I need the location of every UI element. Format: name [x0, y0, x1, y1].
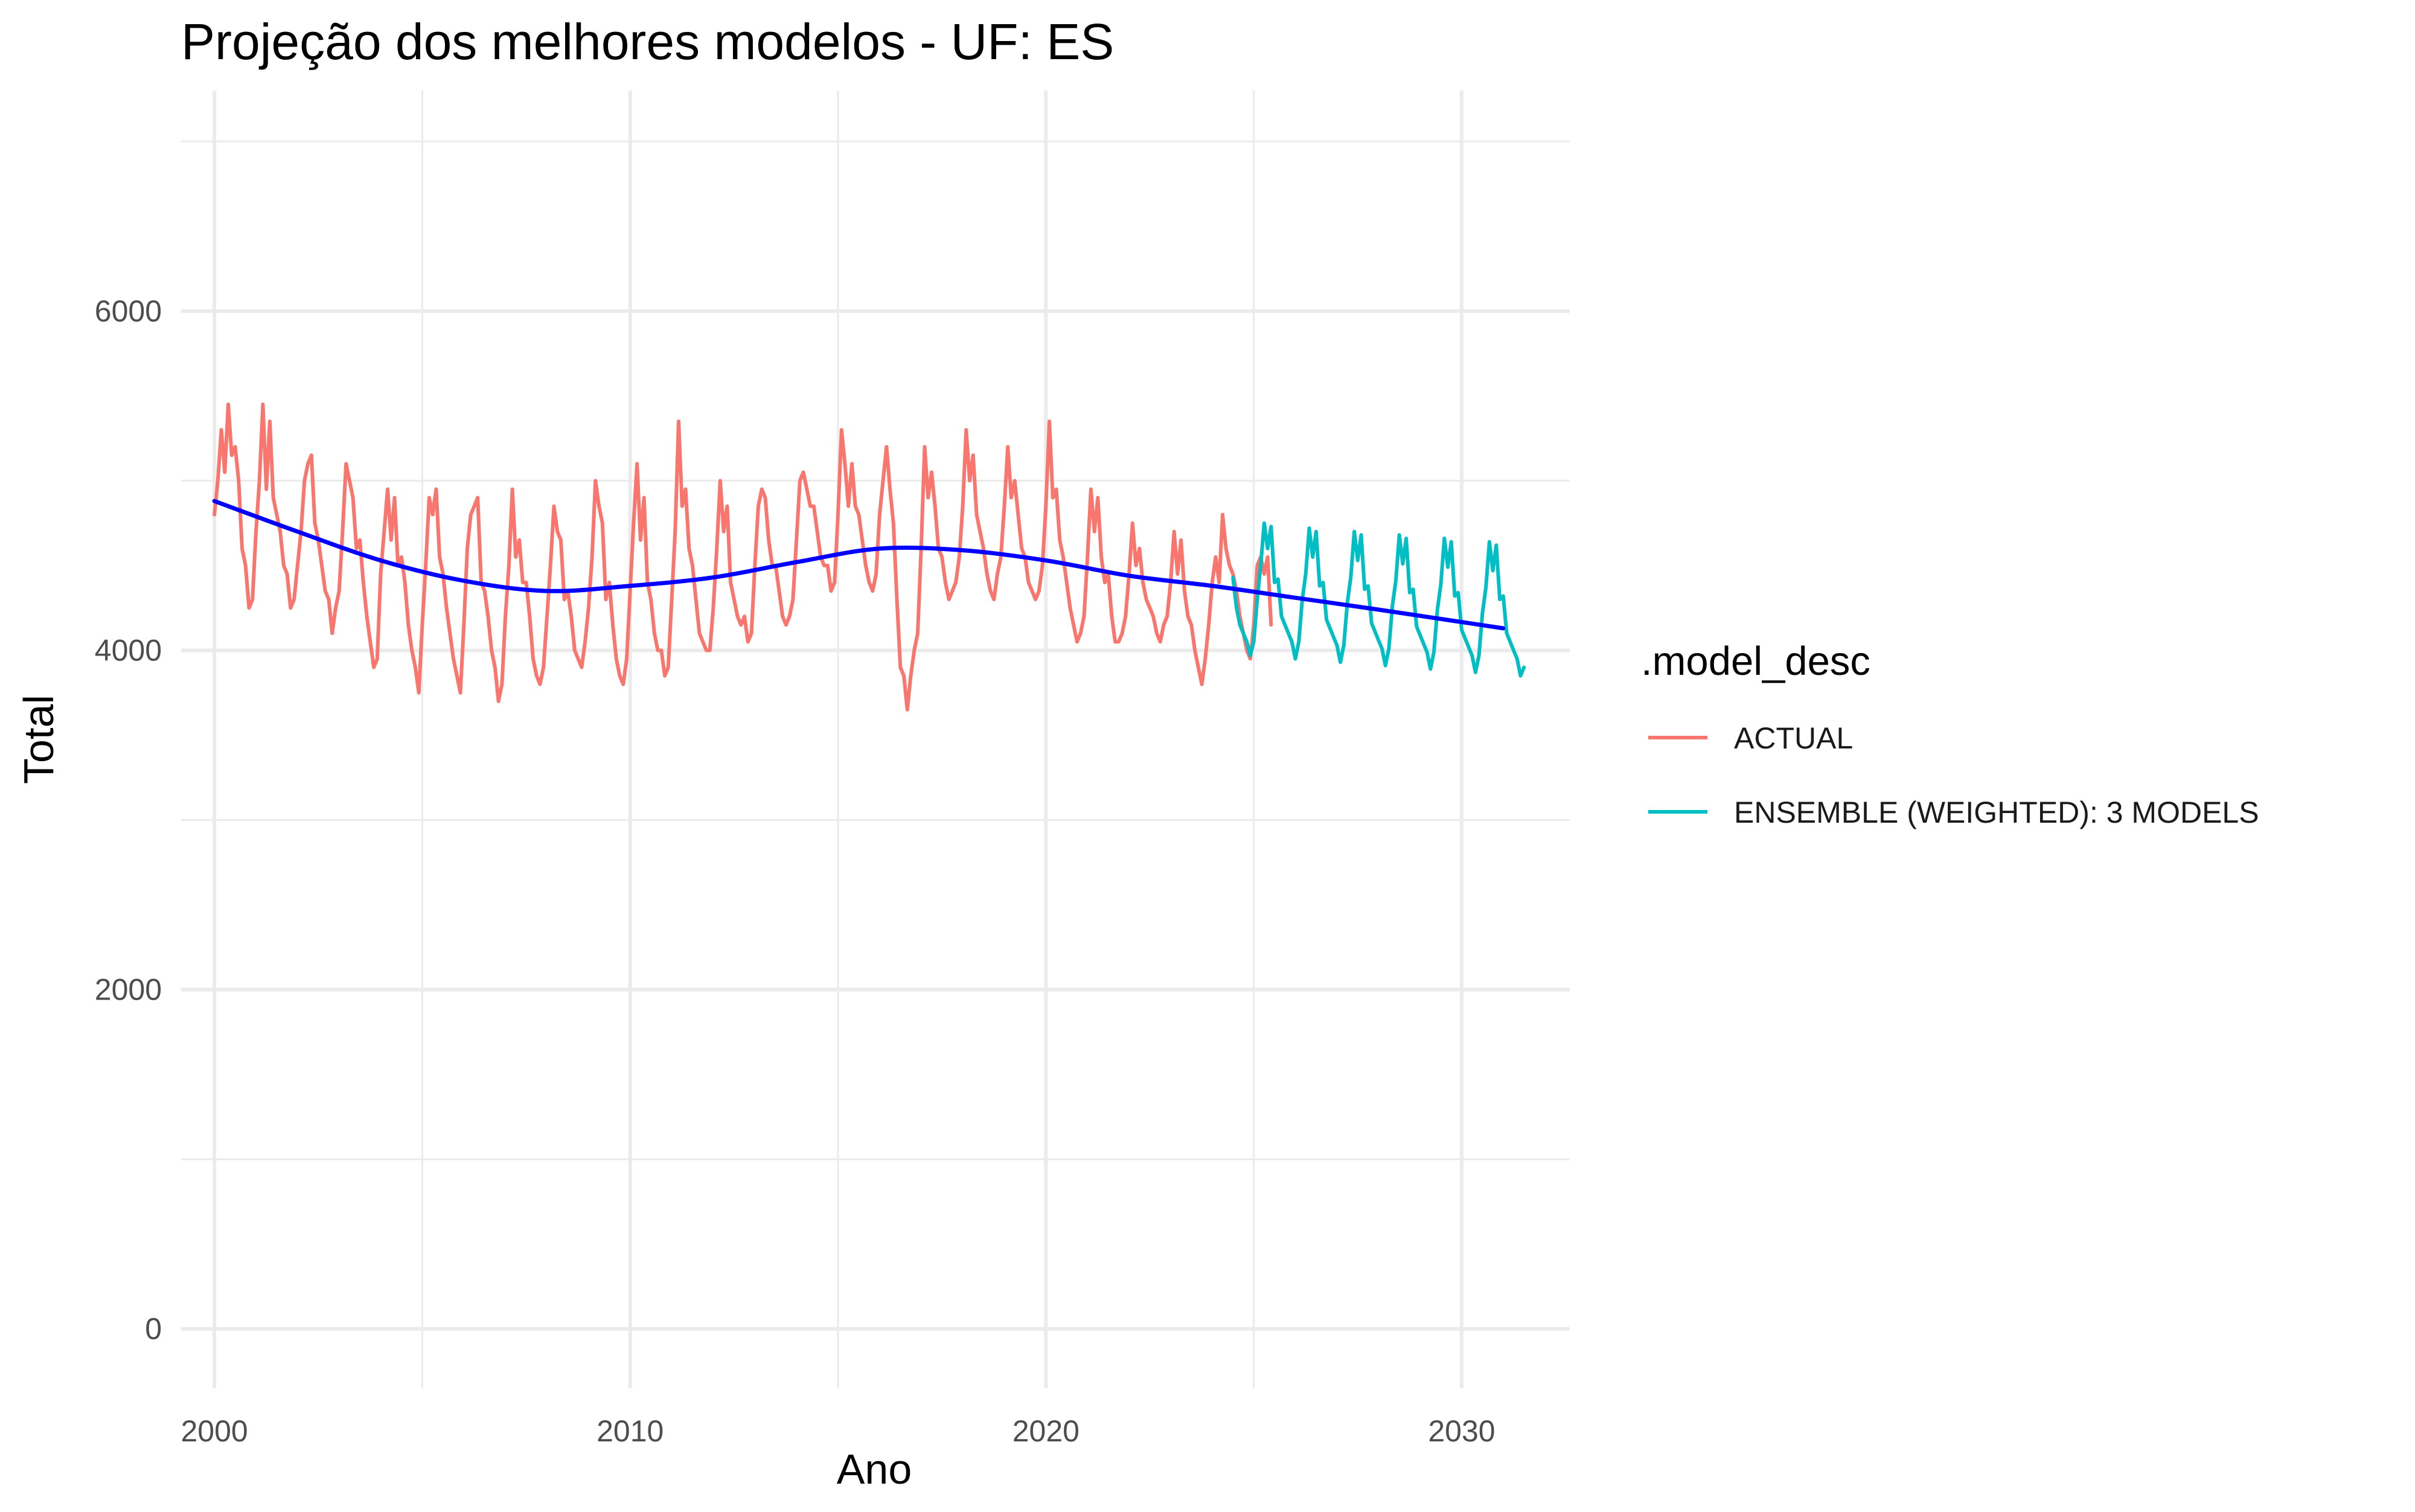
y-tick-label: 4000 [95, 633, 162, 667]
series-line-actual [213, 402, 1273, 712]
x-tick-label: 2000 [181, 1414, 248, 1448]
x-tick-label: 2030 [1428, 1414, 1495, 1448]
x-tick-label: 2010 [597, 1414, 664, 1448]
x-axis-ticks: 2000 2010 2020 2030 [181, 1414, 1495, 1448]
legend: .model_desc ACTUAL ENSEMBLE (WEIGHTED): … [1641, 639, 2259, 829]
series-line-ensemble [1231, 521, 1526, 678]
y-axis-ticks: 0 2000 4000 6000 [95, 294, 162, 1345]
y-tick-label: 6000 [95, 294, 162, 328]
y-tick-label: 2000 [95, 973, 162, 1007]
grid [181, 91, 1570, 1388]
legend-label-actual: ACTUAL [1734, 721, 1853, 755]
chart-title: Projeção dos melhores modelos - UF: ES [181, 13, 1114, 70]
legend-title: .model_desc [1641, 639, 1870, 684]
y-axis-title: Total [15, 695, 62, 784]
x-tick-label: 2020 [1012, 1414, 1080, 1448]
legend-label-ensemble: ENSEMBLE (WEIGHTED): 3 MODELS [1734, 796, 2259, 829]
trend-line [212, 499, 1506, 631]
x-axis-title: Ano [837, 1446, 912, 1493]
y-tick-label: 0 [145, 1312, 162, 1346]
series-lines [212, 402, 1526, 712]
